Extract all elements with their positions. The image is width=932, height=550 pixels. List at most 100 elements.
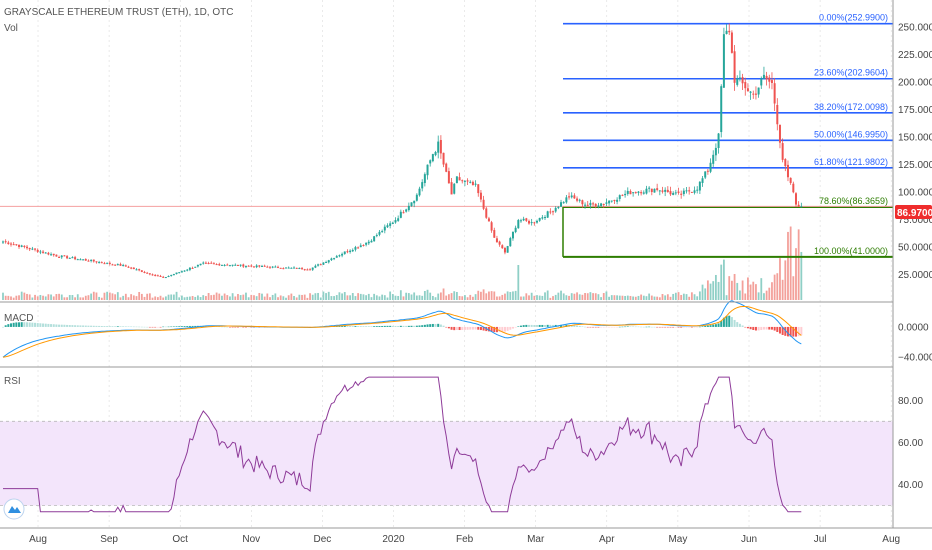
candle-body [95, 261, 98, 263]
tradingview-icon[interactable] [3, 498, 25, 520]
candle-body [533, 222, 536, 224]
volume-bar [383, 295, 386, 300]
candle-body [36, 249, 39, 252]
volume-bar [354, 296, 357, 300]
volume-bar [645, 296, 648, 300]
volume-bar [749, 284, 752, 300]
candle-body [797, 204, 800, 207]
volume-bar [546, 290, 549, 300]
time-tick-label: Sep [100, 534, 118, 545]
volume-bar [164, 296, 167, 300]
volume-bar [381, 294, 384, 300]
volume-bar [106, 291, 109, 300]
candle-body [693, 190, 696, 193]
chart-title: GRAYSCALE ETHEREUM TRUST (ETH), 1D, OTC [4, 7, 233, 18]
volume-bar [717, 281, 720, 300]
volume-bar [87, 295, 90, 300]
macd-histogram-bar [634, 326, 637, 328]
volume-bar [445, 295, 448, 300]
volume-bar [549, 297, 552, 300]
time-tick-label: Oct [172, 534, 188, 545]
macd-histogram-bar [373, 326, 376, 327]
candle-body [183, 270, 186, 272]
volume-bar [180, 295, 183, 300]
volume-bar [757, 292, 760, 300]
candle-body [725, 30, 728, 34]
candle-body [234, 264, 237, 266]
candle-body [84, 259, 87, 261]
macd-label: MACD [4, 313, 33, 324]
candle-body [546, 211, 549, 218]
candle-body [624, 193, 627, 196]
volume-bar [23, 292, 26, 300]
volume-bar [442, 288, 445, 300]
candle-body [285, 267, 288, 269]
candle-body [733, 51, 736, 83]
candle-body [151, 274, 154, 276]
macd-histogram-bar [754, 326, 757, 331]
macd-histogram-bar [156, 326, 159, 328]
candle-body [20, 245, 23, 247]
volume-bar [634, 296, 637, 300]
candle-body [517, 220, 520, 229]
macd-histogram-bar [642, 326, 645, 328]
volume-bar [407, 293, 410, 300]
volume-bar [779, 258, 781, 300]
volume-bar [127, 297, 130, 300]
volume-bar [365, 295, 368, 300]
candle-body [744, 82, 747, 89]
volume-bar [36, 296, 39, 300]
volume-bar [7, 295, 10, 300]
time-tick-label: Aug [29, 534, 47, 545]
macd-histogram-bar [437, 323, 440, 327]
volume-bar [474, 294, 477, 300]
macd-tick-label: −40.0000 [898, 353, 932, 364]
volume-bar [415, 295, 418, 300]
candle-body [116, 264, 119, 266]
volume-bar [787, 231, 789, 300]
volume-bar [608, 296, 610, 300]
macd-histogram-bar [712, 324, 715, 327]
volume-bar [298, 294, 301, 300]
macd-histogram-bar [629, 326, 632, 327]
candle-body [722, 34, 725, 88]
volume-bar [317, 292, 319, 300]
price-tick-label: 25.0000 [898, 270, 932, 281]
candle-body [290, 267, 293, 269]
volume-bar [378, 296, 381, 300]
volume-bar [229, 296, 231, 300]
volume-bar [26, 293, 28, 300]
macd-histogram-bar [15, 322, 18, 327]
volume-bar [277, 297, 279, 300]
volume-bar [731, 280, 733, 300]
macd-histogram-bar [231, 326, 234, 328]
candle-body [202, 262, 205, 264]
candle-body [538, 217, 541, 221]
candle-body [269, 266, 271, 268]
macd-histogram-bar [455, 326, 458, 330]
macd-histogram-bar [447, 326, 450, 329]
volume-bar [269, 297, 271, 300]
candle-body [498, 241, 501, 245]
volume-bar [688, 296, 691, 300]
volume-bar [736, 282, 739, 300]
macd-histogram-bar [370, 326, 373, 327]
macd-histogram-bar [546, 324, 549, 327]
macd-histogram-bar [525, 324, 528, 327]
volume-bar [576, 292, 578, 300]
macd-histogram-bar [228, 326, 231, 328]
volume-bar [456, 291, 458, 300]
volume-bar [290, 293, 293, 300]
candle-body [714, 147, 717, 156]
macd-histogram-bar [650, 326, 653, 328]
macd-histogram-bar [47, 323, 50, 327]
volume-bar [538, 295, 541, 300]
volume-bar [648, 293, 651, 300]
candle-body [226, 264, 229, 266]
macd-histogram-bar [194, 325, 197, 327]
volume-bar [351, 293, 354, 300]
macd-histogram-bar [527, 324, 530, 327]
macd-histogram-bar [549, 324, 552, 327]
candle-body [26, 246, 29, 249]
candle-body [784, 159, 787, 167]
